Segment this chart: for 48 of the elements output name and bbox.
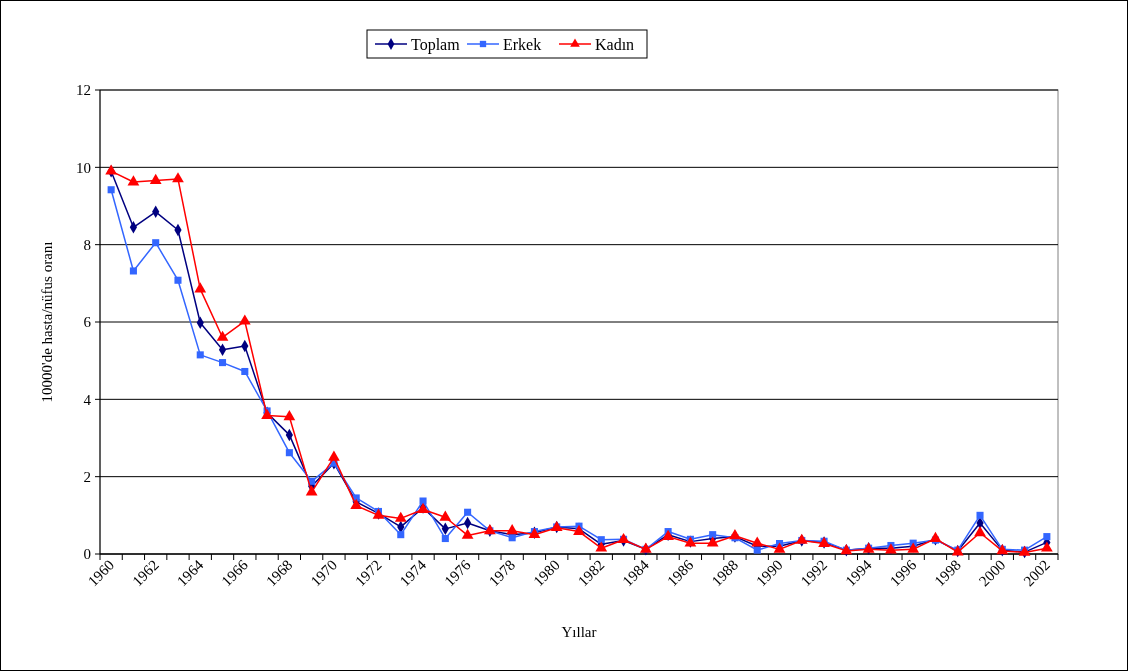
y-tick-label: 0 bbox=[83, 546, 91, 563]
point bbox=[1040, 541, 1053, 552]
y-tick-label: 4 bbox=[83, 391, 92, 408]
point bbox=[238, 314, 251, 325]
point bbox=[753, 546, 761, 554]
point bbox=[461, 528, 474, 539]
point bbox=[127, 175, 140, 186]
point bbox=[328, 450, 340, 461]
point bbox=[216, 330, 229, 341]
point bbox=[172, 172, 184, 183]
point bbox=[196, 351, 204, 359]
point bbox=[706, 536, 719, 547]
point bbox=[219, 359, 227, 367]
point bbox=[751, 536, 764, 547]
y-tick-label: 6 bbox=[83, 314, 92, 331]
point bbox=[441, 535, 449, 543]
point bbox=[929, 531, 942, 542]
x-axis-title: Yıllar bbox=[561, 624, 597, 640]
y-tick-label: 8 bbox=[83, 236, 91, 253]
point bbox=[107, 186, 115, 194]
point bbox=[397, 531, 405, 539]
point bbox=[709, 531, 717, 539]
point bbox=[394, 511, 407, 522]
point bbox=[419, 497, 427, 505]
y-tick-label: 12 bbox=[76, 82, 91, 99]
y-axis-title: 10000'de hasta/nüfus oranı bbox=[39, 241, 55, 403]
point bbox=[305, 485, 318, 496]
point bbox=[149, 173, 162, 184]
point bbox=[597, 536, 605, 544]
point bbox=[241, 367, 249, 376]
point bbox=[974, 525, 986, 537]
point bbox=[283, 409, 296, 421]
point bbox=[152, 239, 160, 247]
y-tick-label: 2 bbox=[83, 468, 91, 485]
point bbox=[506, 524, 519, 535]
legend-label: Toplam bbox=[411, 35, 461, 54]
point bbox=[464, 508, 472, 516]
point bbox=[174, 276, 182, 284]
point bbox=[439, 510, 452, 521]
point bbox=[194, 282, 207, 293]
y-tick-label: 10 bbox=[76, 159, 91, 176]
point bbox=[508, 534, 516, 542]
point bbox=[129, 267, 137, 275]
legend-label: Kadın bbox=[595, 35, 635, 53]
point bbox=[1043, 533, 1051, 541]
point bbox=[976, 511, 984, 519]
point bbox=[285, 449, 293, 457]
legend-label: Erkek bbox=[503, 35, 542, 53]
